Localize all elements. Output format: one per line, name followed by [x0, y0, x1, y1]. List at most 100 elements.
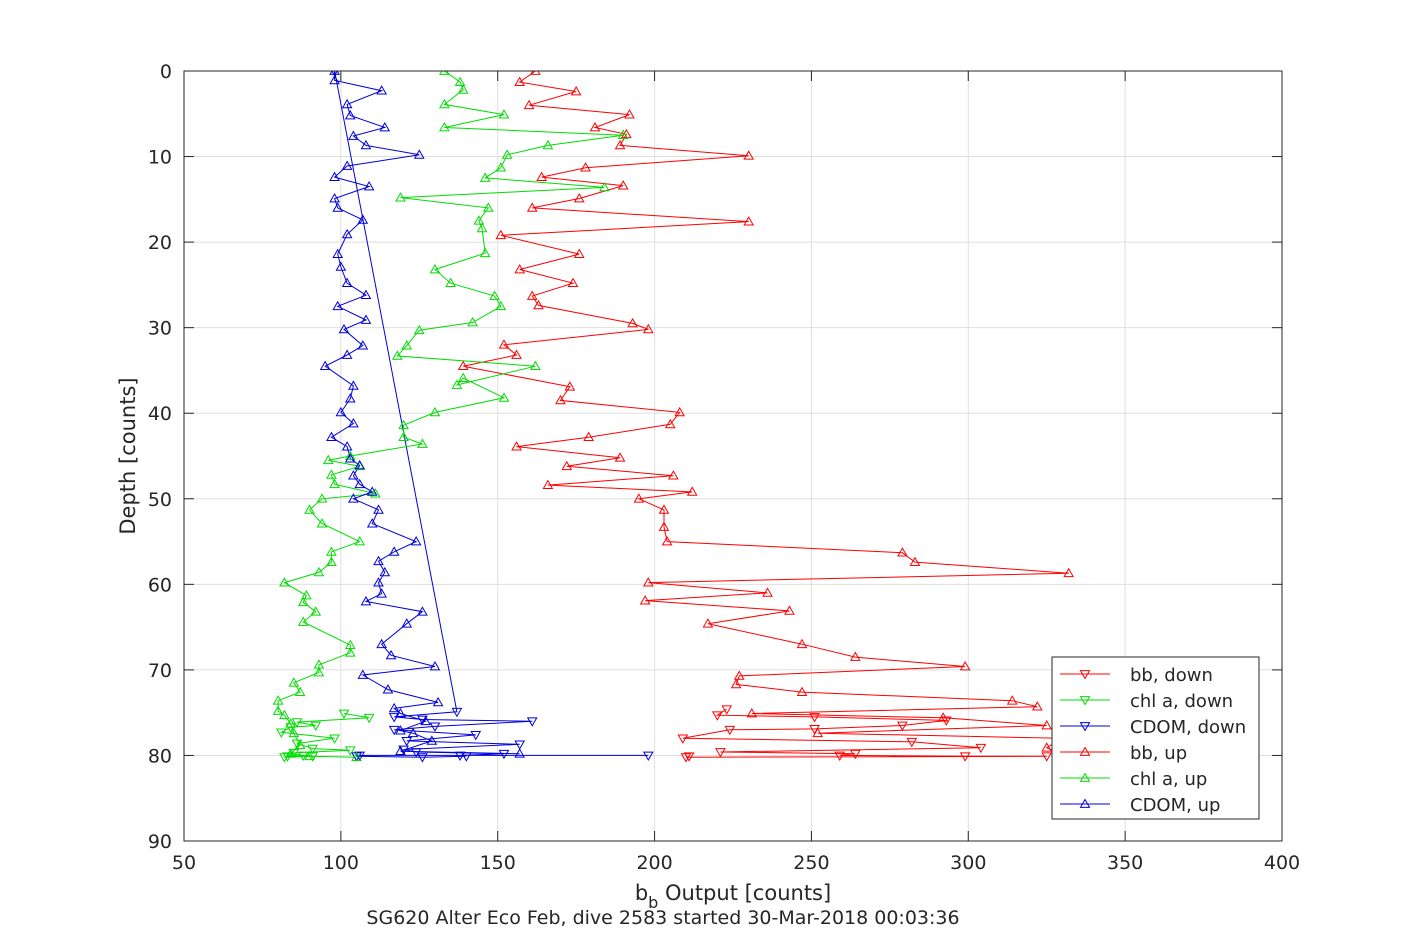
data-point-bb-up	[564, 381, 576, 391]
data-point-cdom-down	[429, 722, 441, 732]
data-point-bb-up	[533, 299, 544, 310]
data-point-cdom-up	[366, 486, 378, 496]
data-point-bb-down	[897, 721, 908, 732]
data-point-cdom-up	[341, 228, 353, 239]
data-point-cdom-up	[407, 727, 419, 738]
data-point-bb-down	[834, 751, 846, 761]
data-point-bb-down	[959, 752, 971, 762]
y-tick-label: 30	[148, 318, 172, 340]
data-point-bb-up	[624, 109, 635, 119]
legend-label-bb-down: bb, down	[1130, 665, 1213, 686]
data-point-bb-up	[614, 139, 626, 150]
data-point-bb-down	[849, 749, 861, 760]
data-point-chl-a-up	[322, 454, 334, 465]
x-tick-label: 400	[1264, 852, 1300, 874]
data-point-chl-a-up	[344, 450, 356, 460]
data-point-cdom-down	[417, 753, 428, 763]
data-point-chl-a-up	[401, 340, 413, 350]
x-tick-label: 200	[636, 852, 672, 874]
data-point-cdom-down	[388, 713, 400, 723]
data-point-bb-up	[529, 71, 541, 75]
data-point-chl-a-up	[429, 406, 441, 417]
series-line-bb-up	[463, 71, 1069, 757]
data-point-bb-down	[711, 711, 723, 721]
legend-marker-chl-a-up	[1079, 772, 1091, 782]
legend-label-cdom-up: CDOM, up	[1130, 795, 1220, 816]
data-point-chl-a-up	[473, 215, 485, 225]
data-point-cdom-up	[332, 300, 344, 311]
data-point-cdom-up	[426, 735, 438, 745]
data-point-cdom-up	[376, 85, 388, 95]
data-point-cdom-up	[373, 577, 384, 587]
data-point-cdom-up	[395, 708, 406, 718]
data-point-cdom-down	[354, 751, 366, 761]
data-point-chl-a-up	[351, 751, 362, 762]
data-point-chl-a-up	[288, 727, 300, 738]
data-point-chl-a-up	[395, 192, 406, 202]
data-point-chl-a-up	[354, 536, 366, 546]
data-point-bb-up	[617, 180, 629, 190]
data-point-cdom-up	[348, 417, 359, 428]
data-point-cdom-down	[460, 752, 472, 762]
data-point-bb-up	[1041, 719, 1053, 730]
x-tick-label: 150	[480, 852, 516, 874]
data-point-bb-up	[1041, 742, 1053, 752]
legend-marker-bb-up	[1079, 746, 1091, 756]
data-point-chl-a-up	[413, 324, 425, 335]
y-tick-label: 50	[148, 489, 172, 511]
data-point-cdom-down	[398, 745, 409, 755]
data-point-chl-a-up	[370, 488, 381, 498]
data-point-cdom-up	[344, 393, 356, 403]
data-point-chl-a-up	[454, 76, 466, 86]
data-point-cdom-up	[354, 478, 366, 489]
data-point-chl-a-up	[285, 718, 297, 728]
data-point-bb-up	[514, 263, 526, 274]
data-point-cdom-up	[335, 406, 347, 417]
data-point-chl-a-up	[495, 300, 507, 311]
data-point-cdom-up	[388, 702, 400, 713]
data-point-chl-a-down	[285, 723, 297, 733]
data-point-cdom-down	[454, 751, 466, 761]
data-point-bb-up	[668, 470, 679, 480]
data-point-cdom-up	[341, 160, 353, 170]
data-point-chl-a-down	[297, 751, 309, 761]
data-point-cdom-up	[376, 638, 388, 649]
data-point-bb-up	[561, 460, 573, 471]
data-point-cdom-up	[395, 745, 406, 756]
data-point-cdom-up	[373, 504, 384, 514]
data-point-bb-up	[897, 547, 908, 557]
data-point-bb-up	[542, 479, 554, 489]
data-point-chl-a-up	[297, 596, 309, 607]
data-point-chl-a-up	[429, 263, 441, 274]
data-point-chl-a-up	[457, 372, 469, 383]
legend-label-cdom-down: CDOM, down	[1130, 717, 1246, 738]
series-line-chl-a-up	[277, 71, 624, 758]
data-point-chl-a-up	[467, 317, 478, 327]
data-point-bb-up	[583, 431, 595, 442]
data-point-bb-up	[511, 349, 522, 359]
data-point-cdom-up	[432, 696, 444, 707]
data-point-chl-a-up	[272, 705, 284, 715]
data-point-cdom-down	[388, 725, 400, 736]
data-point-cdom-up	[429, 660, 441, 671]
data-point-chl-a-up	[476, 222, 488, 233]
data-point-chl-a-down	[291, 718, 303, 728]
data-point-chl-a-up	[457, 84, 469, 94]
data-point-chl-a-up	[304, 504, 315, 514]
data-point-chl-a-up	[329, 478, 340, 489]
data-point-bb-down	[906, 737, 918, 748]
data-point-bb-up	[511, 441, 522, 451]
data-point-cdom-up	[335, 261, 347, 271]
data-point-cdom-up	[388, 546, 400, 556]
data-point-bb-up	[614, 452, 626, 462]
data-point-cdom-up	[395, 725, 406, 735]
data-point-cdom-up	[360, 314, 372, 324]
data-point-chl-a-down	[275, 728, 287, 738]
data-point-cdom-up	[376, 588, 388, 598]
data-point-chl-a-up	[313, 666, 325, 677]
data-point-bb-up	[633, 493, 645, 503]
data-point-chl-a-down	[279, 753, 290, 763]
series-line-cdom-down	[334, 71, 649, 758]
